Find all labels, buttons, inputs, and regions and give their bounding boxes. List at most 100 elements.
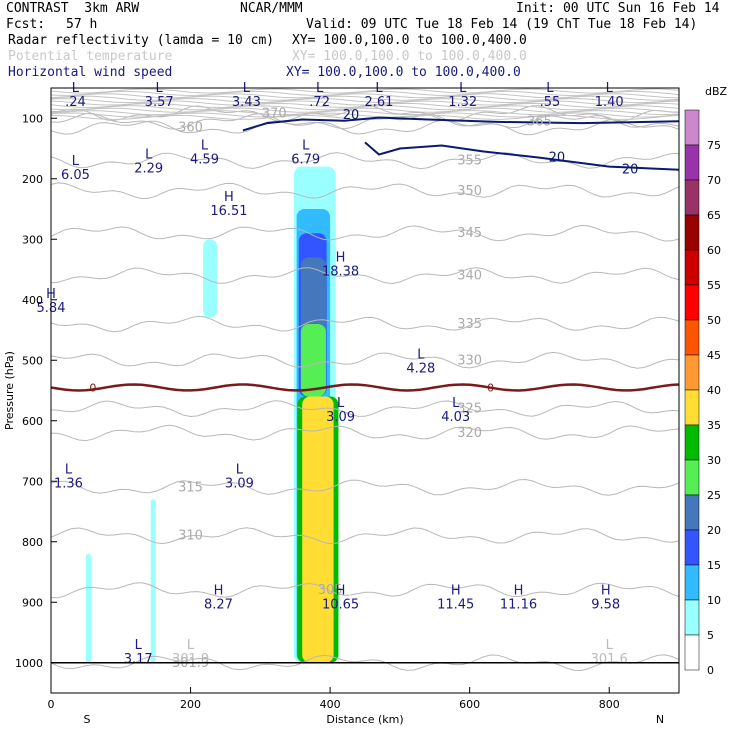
wind-hl-marker-25: H — [601, 583, 611, 598]
field-3-name: Horizontal wind speed — [8, 65, 173, 80]
colorbar-label-15: 15 — [707, 559, 721, 572]
colorbar-swatch-25 — [684, 459, 700, 496]
theta-label-320: 320 — [457, 426, 482, 441]
melting-level-label-2: 0 — [487, 381, 494, 394]
wind-hl-value-20: 3.09 — [225, 476, 254, 491]
field-1-name: Radar reflectivity (lamda = 10 cm) — [8, 33, 275, 48]
theta-contour-305 — [51, 582, 679, 599]
colorbar-label-50: 50 — [707, 314, 721, 327]
wind-hl-marker-2: L — [156, 81, 164, 96]
x-tick-label-200: 200 — [180, 698, 201, 711]
wind-hl-value-12: 6.79 — [291, 153, 320, 168]
reflectivity-shading — [85, 166, 339, 663]
theta-upper-band-8 — [51, 105, 679, 111]
theta-label-330: 330 — [457, 353, 482, 368]
melting-level-line — [51, 383, 679, 392]
theta-contour-345 — [51, 224, 679, 242]
x-tick-label-800: 800 — [599, 698, 620, 711]
wind-hl-value-19: 1.36 — [54, 476, 83, 491]
theta-upper-band-2 — [51, 90, 679, 96]
theta-upper-band-4 — [51, 95, 679, 101]
wind-hl-value-1: .24 — [65, 95, 86, 110]
colorbar-swatch-55 — [684, 249, 700, 286]
theta-label-310: 310 — [178, 529, 203, 544]
y-tick-label-400: 400 — [22, 294, 43, 307]
wind-speed-contours — [242, 116, 679, 171]
wind-hl-marker-8: L — [606, 81, 614, 96]
y-tick-label-700: 700 — [22, 475, 43, 488]
fcst-label: Fcst: — [6, 17, 46, 32]
wind-hl-value-22: 10.65 — [322, 597, 359, 612]
theta-contour-350 — [51, 182, 679, 200]
model-title: CONTRAST 3km ARW — [6, 1, 140, 16]
wind-hl-marker-12: L — [302, 139, 310, 154]
wind-hl-value-11: 4.59 — [190, 153, 219, 168]
y-tick-label-900: 900 — [22, 596, 43, 609]
right-end-label: N — [656, 713, 664, 726]
colorbar-label-70: 70 — [707, 174, 721, 187]
fcst-value: 57 h — [66, 17, 98, 32]
theta-upper-band-10 — [51, 110, 679, 116]
colorbar-label-65: 65 — [707, 209, 721, 222]
theta-contours — [51, 88, 679, 672]
theta-label-340: 340 — [457, 269, 482, 284]
y-tick-label-600: 600 — [22, 415, 43, 428]
plot-frame — [50, 87, 680, 694]
x-tick-label-0: 0 — [48, 698, 55, 711]
colorbar-swatch-35 — [684, 389, 700, 426]
wind-hl-marker-21: H — [214, 583, 224, 598]
theta-label-360: 360 — [178, 120, 203, 135]
wind-hl-marker-9: L — [72, 154, 80, 169]
theta-label-370: 370 — [262, 106, 287, 121]
wind-hl-value-14: 18.38 — [322, 265, 359, 280]
y-tick-label-1000: 1000 — [15, 657, 43, 670]
theta-contour-301.9 — [51, 654, 679, 672]
colorbar-swatch-65 — [684, 179, 700, 216]
wind-label-1: 20 — [343, 108, 360, 123]
theta-contour-360 — [51, 119, 679, 136]
wind-hl-value-10: 2.29 — [134, 162, 163, 177]
theta-contour-310 — [51, 527, 679, 545]
wind-hl-marker-6: L — [459, 81, 467, 96]
field-1-xy: XY= 100.0,100.0 to 100.0,400.0 — [292, 33, 527, 48]
wind-hl-marker-16: L — [417, 347, 425, 362]
x-axis-label: Distance (km) — [326, 713, 403, 726]
theta-label-305: 305 — [318, 583, 343, 598]
colorbar-label-5: 5 — [707, 629, 714, 642]
wind-hl-marker-11: L — [201, 139, 209, 154]
y-tick-label-800: 800 — [22, 536, 43, 549]
colorbar-swatch-70 — [684, 144, 700, 181]
wind-hl-value-21: 8.27 — [204, 597, 233, 612]
wind-hl-marker-23: H — [451, 583, 461, 598]
valid-time: Valid: 09 UTC Tue 18 Feb 14 (19 ChT Tue … — [306, 17, 698, 32]
y-axis-label: Pressure (hPa) — [3, 351, 16, 430]
wind-hl-value-6: 1.32 — [448, 95, 477, 110]
colorbar-label-75: 75 — [707, 139, 721, 152]
wind-hl-value-8: 1.40 — [595, 95, 624, 110]
field-3-xy: XY= 100.0,100.0 to 100.0,400.0 — [286, 65, 521, 80]
x-tick-label-600: 600 — [459, 698, 480, 711]
theta-contour-315 — [51, 478, 679, 496]
field-2-xy: XY= 100.0,100.0 to 100.0,400.0 — [292, 49, 527, 64]
colorbar-label-55: 55 — [707, 279, 721, 292]
wind-hl-marker-7: L — [546, 81, 554, 96]
wind-hl-value-17: 3.09 — [326, 410, 355, 425]
melting-level-contour — [51, 383, 679, 392]
colorbar-swatch-10 — [684, 564, 700, 601]
wind-hl-marker-18: L — [452, 396, 460, 411]
colorbar-label-30: 30 — [707, 454, 721, 467]
colorbar-swatch-40 — [684, 354, 700, 391]
colorbar-unit: dBZ — [705, 85, 728, 98]
theta-contour-330 — [51, 351, 679, 369]
init-time: Init: 00 UTC Sun 16 Feb 14 — [516, 1, 720, 16]
left-end-label: S — [84, 713, 91, 726]
theta-label-325: 325 — [457, 402, 482, 417]
contour-labels: 301.9 305 310 315 320 325 330 335 340 345 350 355 36… — [37, 81, 639, 671]
wind-hl-marker-24: H — [514, 583, 524, 598]
theta-label-350: 350 — [457, 184, 482, 199]
colorbar-label-45: 45 — [707, 349, 721, 362]
wind-hl-marker-13: H — [224, 190, 234, 205]
wind-hl-value-13: 16.51 — [210, 204, 247, 219]
